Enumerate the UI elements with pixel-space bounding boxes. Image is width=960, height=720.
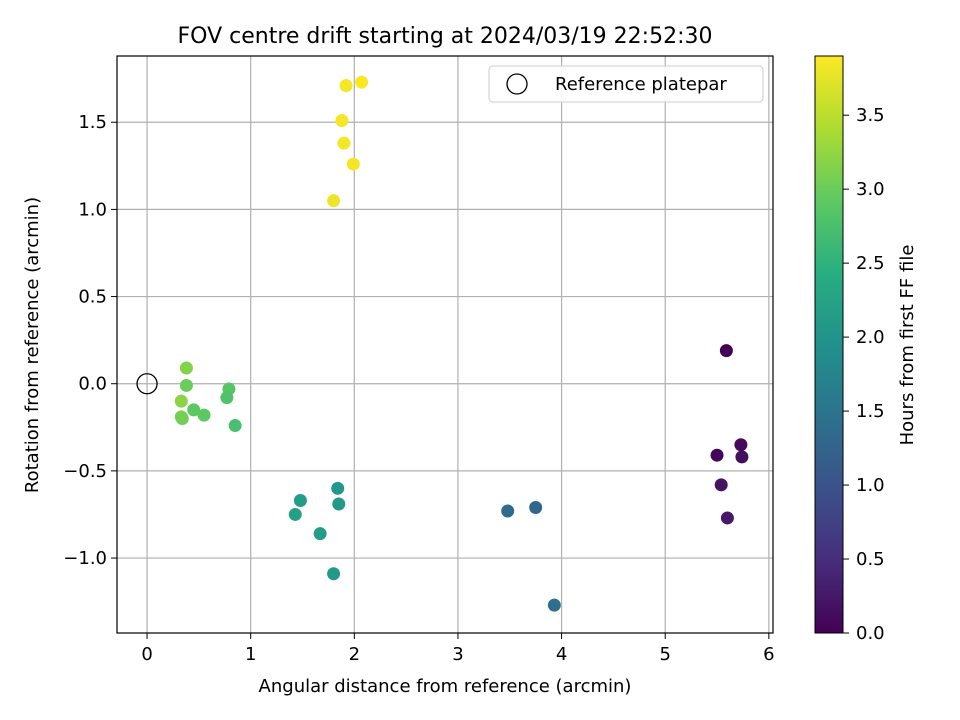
colorbar-tick-label: 3.5 [856,105,885,126]
data-point [331,481,345,495]
x-tick-label: 3 [452,644,463,665]
plot-frame [116,55,774,634]
x-axis-label: Angular distance from reference (arcmin) [259,676,632,697]
data-point [734,438,748,452]
data-point [339,79,353,93]
y-axis-ticks: −1.0 −0.5 0.0 0.5 1.0 1.5 [63,112,117,569]
data-point [332,497,346,511]
x-tick-label: 2 [349,644,360,665]
x-tick-label: 1 [245,644,256,665]
colorbar-tick-label: 0.0 [856,623,885,644]
data-point [720,511,734,525]
data-point [220,391,234,405]
colorbar-gradient [814,55,844,634]
data-point [187,403,201,417]
reference-platepar-marker [136,373,158,395]
data-point [327,194,341,208]
y-tick-label: 1.0 [78,199,107,220]
data-point [228,419,242,433]
grid-lines [117,56,773,633]
y-tick-label: 1.5 [78,112,107,133]
data-point [355,75,369,89]
data-point [735,450,749,464]
data-point [327,567,341,581]
colorbar-tick-label: 1.0 [856,475,885,496]
data-point [179,378,193,392]
colorbar-ticks: 0.0 0.5 1.0 1.5 2.0 2.5 3.0 3.5 [843,105,885,644]
y-tick-label: 0.0 [78,374,107,395]
y-tick-label: −1.0 [63,548,107,569]
data-point [335,113,349,127]
data-point [337,136,351,150]
legend-box [488,65,764,103]
chart-title: FOV centre drift starting at 2024/03/19 … [178,24,713,49]
x-axis-ticks: 0 1 2 3 4 5 6 [141,633,775,665]
data-point [175,412,189,426]
legend-label: Reference platepar [555,74,727,95]
data-point [313,527,327,541]
data-point [293,494,307,508]
scatter-points [174,75,749,612]
y-tick-label: −0.5 [63,461,107,482]
data-point [197,408,211,422]
x-tick-label: 0 [141,644,152,665]
data-point [179,361,193,375]
colorbar-tick-label: 3.0 [856,179,885,200]
colorbar-tick-label: 1.5 [856,401,885,422]
colorbar-tick-label: 2.0 [856,327,885,348]
data-point [501,504,515,518]
colorbar: 0.0 0.5 1.0 1.5 2.0 2.5 3.0 3.5 Hours from firs… [814,55,918,644]
x-tick-label: 6 [763,644,774,665]
data-point [288,507,302,521]
reference-marker-layer [136,373,158,395]
colorbar-label: Hours from first FF file [897,245,918,446]
x-tick-label: 4 [556,644,567,665]
colorbar-tick-label: 2.5 [856,253,885,274]
data-point [547,598,561,612]
data-point [529,500,543,514]
data-point [710,448,724,462]
colorbar-tick-label: 0.5 [856,549,885,570]
x-tick-label: 5 [659,644,670,665]
data-point [346,157,360,171]
legend-open-circle-icon [506,73,528,95]
data-point [714,478,728,492]
y-tick-label: 0.5 [78,287,107,308]
data-point [719,344,733,358]
y-axis-label: Rotation from reference (arcmin) [22,197,43,493]
legend: Reference platepar [488,65,764,103]
data-point [174,394,188,408]
